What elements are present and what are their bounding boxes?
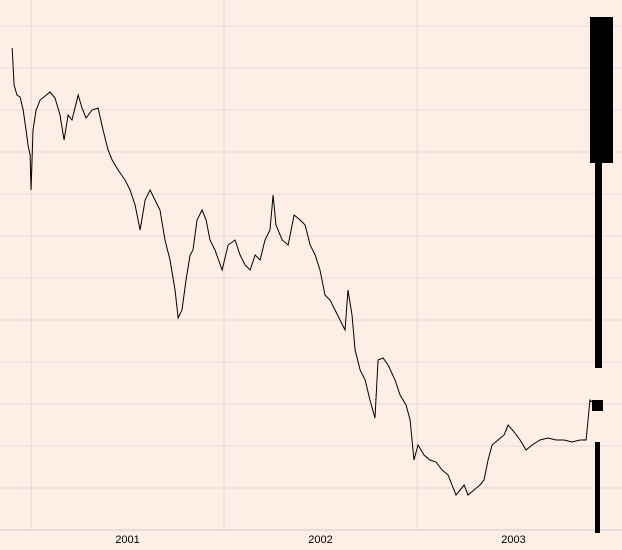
side-indicator: [595, 163, 602, 368]
x-tick-label: 2001: [115, 534, 139, 546]
side-indicator: [595, 442, 600, 533]
x-tick-label: 2003: [501, 534, 525, 546]
price-line: [11, 47, 593, 496]
side-indicator: [592, 400, 603, 411]
side-indicator: [590, 17, 613, 163]
x-tick-label: 2002: [308, 534, 332, 546]
